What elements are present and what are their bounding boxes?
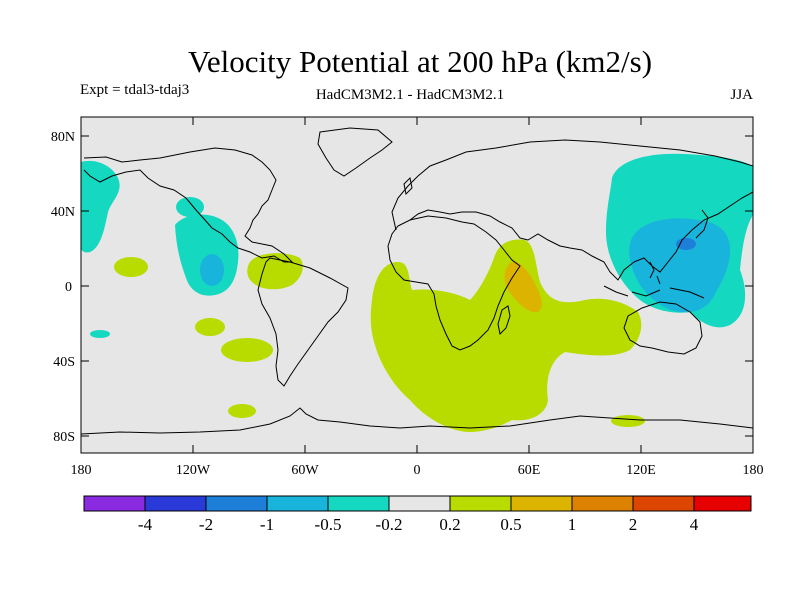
- australia-coastline: [623, 301, 703, 355]
- colorbar-dividers: [144, 496, 695, 511]
- africa-coastline: [387, 215, 521, 351]
- colorbar-label: -4: [138, 515, 153, 534]
- lat-tick-label: 80S: [53, 430, 75, 445]
- british-isles-coastline: [403, 176, 413, 196]
- west-pacific-minimum-spot: [676, 238, 696, 250]
- greenland-coastline: [317, 127, 393, 177]
- west-pacific-core-region: [629, 218, 731, 313]
- colorbar-swatch: [450, 496, 511, 511]
- colorbar-swatch: [145, 496, 206, 511]
- colorbar-frame: [83, 495, 752, 512]
- colorbar-swatch: [328, 496, 389, 511]
- model-label: HadCM3M2.1 - HadCM3M2.1: [315, 87, 505, 103]
- colorbar-swatch: [694, 496, 751, 511]
- colorbar: -4 -2 -1 -0.5 -0.2 0.2 0.5 1 2 4: [83, 495, 752, 534]
- colorbar-swatch: [633, 496, 694, 511]
- southern-ocean-positive-region: [611, 415, 645, 427]
- lon-tick-label: 0: [414, 463, 421, 478]
- lat-tick-label: 40S: [53, 355, 75, 370]
- lon-tick-label: 120W: [176, 463, 211, 478]
- colorbar-swatch: [511, 496, 572, 511]
- indonesia-coastline: [603, 285, 705, 299]
- plot-title: Velocity Potential at 200 hPa (km2/s): [187, 44, 653, 79]
- east-pacific-core-region: [200, 254, 224, 286]
- lon-tick-label: 60W: [291, 463, 319, 478]
- lon-tick-label: 180: [71, 463, 92, 478]
- colorbar-label: -0.5: [315, 515, 342, 534]
- colorbar-swatch: [84, 496, 145, 511]
- south-pacific-positive-region-b: [221, 338, 273, 362]
- colorbar-label: 0.2: [439, 515, 460, 534]
- axis-ticks: [81, 117, 753, 453]
- antarctica-coastline: [81, 407, 753, 435]
- season-label: JJA: [730, 87, 753, 103]
- lon-tick-label: 180: [743, 463, 764, 478]
- lat-tick-label: 40N: [51, 205, 75, 220]
- colorbar-label: 2: [629, 515, 638, 534]
- south-pacific-small-negative-region: [90, 330, 110, 338]
- central-pacific-positive-region: [114, 257, 148, 277]
- colorbar-label: -1: [260, 515, 274, 534]
- philippines-coastline: [649, 261, 661, 285]
- north-pacific-small-negative-region: [176, 197, 204, 217]
- japan-coastline: [695, 209, 709, 239]
- europe-asia-coastline: [391, 139, 753, 281]
- colorbar-swatch: [389, 496, 450, 511]
- colorbar-swatch: [572, 496, 633, 511]
- contour-fill-layer: [81, 153, 753, 432]
- south-pacific-positive-region-a: [195, 318, 225, 336]
- lat-tick-label: 0: [65, 280, 72, 295]
- lat-tick-label: 80N: [51, 130, 75, 145]
- colorbar-label: 4: [690, 515, 699, 534]
- south-america-coastline: [257, 257, 349, 387]
- colorbar-label: -0.2: [376, 515, 403, 534]
- colorbar-label: -2: [199, 515, 213, 534]
- lon-tick-label: 60E: [518, 463, 541, 478]
- madagascar-coastline: [497, 305, 511, 336]
- colorbar-label: 0.5: [500, 515, 521, 534]
- north-pacific-negative-region: [81, 160, 120, 253]
- colorbar-swatch: [267, 496, 328, 511]
- south-pacific-positive-region-c: [228, 404, 256, 418]
- north-america-coastline: [83, 147, 294, 263]
- africa-positive-region: [370, 239, 642, 432]
- experiment-label: Expt = tdal3-tdaj3: [80, 82, 190, 98]
- east-africa-core-region: [504, 261, 542, 313]
- colorbar-label: 1: [568, 515, 577, 534]
- coastlines: [81, 127, 753, 435]
- colorbar-swatch: [206, 496, 267, 511]
- lon-tick-label: 120E: [626, 463, 656, 478]
